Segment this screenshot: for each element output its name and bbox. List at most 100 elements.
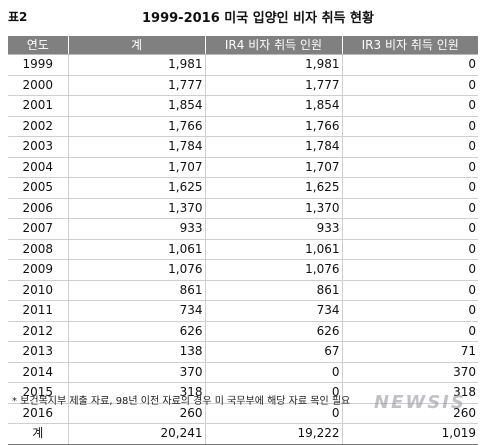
cell-year: 2001 — [8, 95, 69, 117]
footnote: * 보건복지부 제출 자료, 98년 이전 자료의 경우 미 국무부에 해당 자… — [12, 396, 351, 407]
cell-ir3: 0 — [342, 300, 478, 322]
cell-total: 626 — [68, 321, 206, 342]
cell-total: 861 — [68, 280, 206, 301]
cell-total: 1,076 — [68, 259, 206, 281]
cell-ir3: 0 — [342, 177, 478, 199]
table-row: 2007 933 933 0 — [8, 218, 478, 240]
total-cell-ir4: 19,222 — [205, 423, 343, 445]
table-label: 표2 — [8, 10, 28, 24]
cell-ir3: 0 — [342, 321, 478, 342]
cell-total: 1,061 — [68, 239, 206, 260]
total-cell-ir3: 1,019 — [342, 423, 478, 445]
cell-year: 2015 — [8, 382, 69, 404]
cell-year: 1999 — [8, 54, 69, 76]
cell-ir4: 1,061 — [205, 239, 343, 260]
table-row: 2001 1,854 1,854 0 — [8, 95, 478, 117]
cell-year: 2006 — [8, 198, 69, 219]
table-row: 2014 370 0 370 — [8, 362, 478, 383]
cell-ir4: 0 — [205, 382, 343, 404]
table-row: 2011 734 734 0 — [8, 300, 478, 322]
cell-ir3: 0 — [342, 239, 478, 260]
cell-ir3: 0 — [342, 95, 478, 117]
cell-ir3: 0 — [342, 136, 478, 158]
cell-year: 2009 — [8, 259, 69, 281]
cell-total: 933 — [68, 218, 206, 240]
cell-ir4: 1,370 — [205, 198, 343, 219]
cell-ir4: 1,076 — [205, 259, 343, 281]
cell-total: 1,981 — [68, 54, 206, 76]
cell-total: 1,370 — [68, 198, 206, 219]
cell-ir4: 67 — [205, 341, 343, 363]
cell-ir4: 1,784 — [205, 136, 343, 158]
cell-year: 2002 — [8, 116, 69, 137]
table-title: 1999-2016 미국 입양인 비자 취득 현황 — [142, 11, 374, 26]
table-row: 2006 1,370 1,370 0 — [8, 198, 478, 219]
cell-ir4: 626 — [205, 321, 343, 342]
cell-year: 2000 — [8, 75, 69, 96]
table-row: 2010 861 861 0 — [8, 280, 478, 301]
table-row: 2004 1,707 1,707 0 — [8, 157, 478, 178]
total-row: 계 20,241 19,222 1,019 — [8, 423, 478, 445]
cell-ir4: 734 — [205, 300, 343, 322]
column-header-ir3: IR3 비자 취득 인원 — [342, 36, 478, 55]
table-header: 표2 1999-2016 미국 입양인 비자 취득 현황 — [8, 4, 492, 26]
cell-ir3: 0 — [342, 280, 478, 301]
cell-total: 1,777 — [68, 75, 206, 96]
cell-ir3: 0 — [342, 116, 478, 137]
cell-ir3: 0 — [342, 157, 478, 178]
table-row: 2009 1,076 1,076 0 — [8, 259, 478, 281]
cell-ir4: 1,707 — [205, 157, 343, 178]
cell-year: 2005 — [8, 177, 69, 199]
cell-year: 2012 — [8, 321, 69, 342]
cell-ir4: 1,625 — [205, 177, 343, 199]
cell-ir4: 1,766 — [205, 116, 343, 137]
table-row: 2012 626 626 0 — [8, 321, 478, 342]
table-row: 2005 1,625 1,625 0 — [8, 177, 478, 199]
cell-ir3: 318 — [342, 382, 478, 404]
cell-ir4: 1,777 — [205, 75, 343, 96]
table-row: 2000 1,777 1,777 0 — [8, 75, 478, 96]
cell-ir3: 0 — [342, 54, 478, 76]
table-row: 2013 138 67 71 — [8, 341, 478, 363]
cell-year: 2003 — [8, 136, 69, 158]
cell-total: 1,784 — [68, 136, 206, 158]
cell-ir3: 0 — [342, 198, 478, 219]
column-header-ir4: IR4 비자 취득 인원 — [205, 36, 343, 55]
table-row: 2003 1,784 1,784 0 — [8, 136, 478, 158]
cell-ir3: 0 — [342, 259, 478, 281]
cell-year: 2011 — [8, 300, 69, 322]
cell-ir4: 861 — [205, 280, 343, 301]
cell-year: 2010 — [8, 280, 69, 301]
cell-ir4: 933 — [205, 218, 343, 240]
table-body: 1999 1,981 1,981 0 2000 1,777 1,777 0 2001 1,854 1… — [8, 54, 478, 445]
cell-year: 2014 — [8, 362, 69, 383]
header-row: 연도 계 IR4 비자 취득 인원 IR3 비자 취득 인원 — [8, 36, 478, 55]
column-header-total: 계 — [68, 36, 206, 55]
table-row: 2015 318 0 318 — [8, 382, 478, 404]
cell-year: 2008 — [8, 239, 69, 260]
cell-year: 2013 — [8, 341, 69, 363]
cell-total: 370 — [68, 362, 206, 383]
cell-ir4: 1,981 — [205, 54, 343, 76]
table-row: 1999 1,981 1,981 0 — [8, 54, 478, 76]
table-row: 2002 1,766 1,766 0 — [8, 116, 478, 137]
column-header-year: 연도 — [8, 36, 69, 55]
cell-total: 138 — [68, 341, 206, 363]
newsis-watermark: NEWSIS — [374, 392, 466, 413]
cell-total: 318 — [68, 382, 206, 404]
cell-ir3: 0 — [342, 218, 478, 240]
total-cell-total: 20,241 — [68, 423, 206, 445]
cell-total: 734 — [68, 300, 206, 322]
cell-total: 1,707 — [68, 157, 206, 178]
visa-table: 연도 계 IR4 비자 취득 인원 IR3 비자 취득 인원 1999 1,981… — [8, 36, 478, 445]
cell-ir3: 370 — [342, 362, 478, 383]
cell-total: 1,766 — [68, 116, 206, 137]
cell-ir4: 0 — [205, 362, 343, 383]
cell-ir3: 71 — [342, 341, 478, 363]
total-cell-year: 계 — [8, 423, 69, 445]
cell-ir4: 1,854 — [205, 95, 343, 117]
cell-year: 2007 — [8, 218, 69, 240]
cell-ir3: 0 — [342, 75, 478, 96]
cell-total: 1,625 — [68, 177, 206, 199]
cell-year: 2004 — [8, 157, 69, 178]
